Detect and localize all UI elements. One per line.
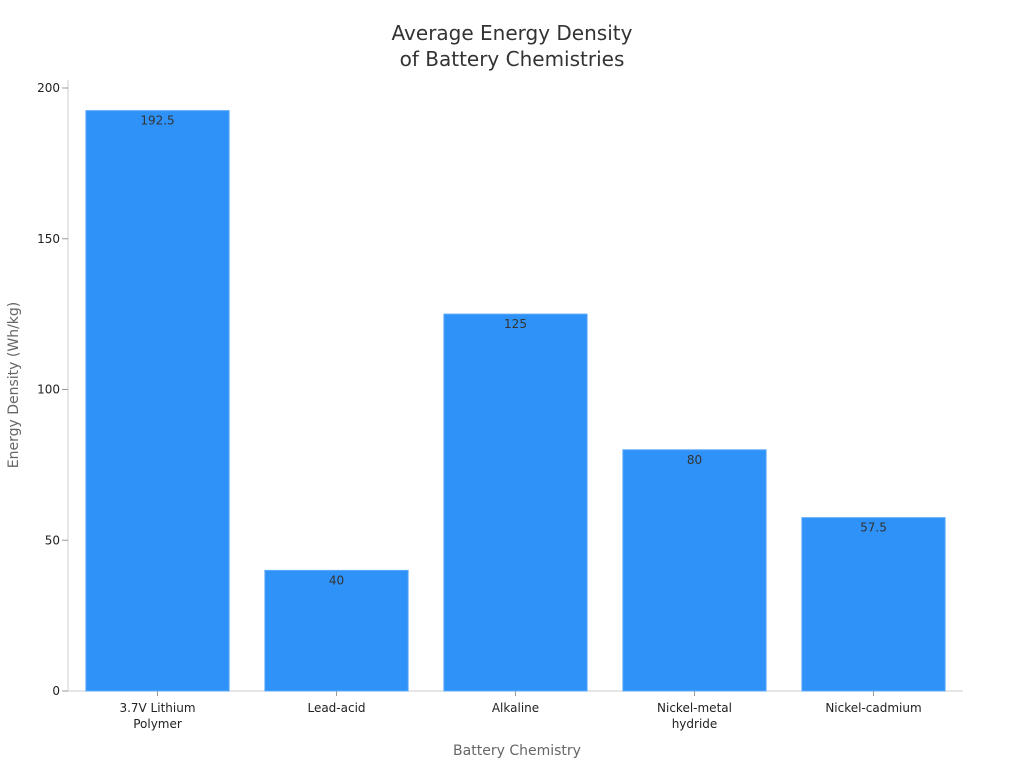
x-tick-label: Nickel-cadmium bbox=[825, 701, 921, 715]
x-tick-label-line: hydride bbox=[672, 717, 718, 731]
x-tick-label: Alkaline bbox=[492, 701, 539, 715]
y-axis-title: Energy Density (Wh/kg) bbox=[6, 302, 22, 469]
bar-value-label: 57.5 bbox=[860, 521, 887, 535]
x-tick-label-line: Lead-acid bbox=[307, 701, 365, 715]
bar bbox=[443, 313, 588, 692]
bar bbox=[622, 449, 767, 692]
x-tick-label: 3.7V Lithium Polymer bbox=[119, 701, 195, 731]
y-tick-label: 200 bbox=[37, 81, 60, 95]
x-tick-label-line: 3.7V Lithium bbox=[119, 701, 195, 715]
x-tick-label-line: Polymer bbox=[133, 717, 182, 731]
x-axis-title: Battery Chemistry bbox=[453, 743, 581, 759]
y-tick-label: 150 bbox=[37, 232, 60, 246]
plot-area: 0 50 100 150 200 192.5 3.7V Lithium Polymer 40 Le… bbox=[37, 80, 963, 731]
y-tick-label: 50 bbox=[45, 533, 60, 547]
chart-title: Average Energy Density of Battery Chemis… bbox=[392, 21, 633, 71]
bar bbox=[264, 569, 409, 692]
bar-value-label: 80 bbox=[687, 453, 702, 467]
x-tick-label-line: Alkaline bbox=[492, 701, 539, 715]
bar bbox=[801, 517, 946, 692]
bar-value-label: 40 bbox=[329, 573, 344, 587]
chart-title-line-1: Average Energy Density bbox=[392, 21, 633, 45]
x-tick-label: Nickel-metal hydride bbox=[657, 701, 732, 731]
bar-value-label: 192.5 bbox=[140, 114, 174, 128]
x-tick-label-line: Nickel-metal bbox=[657, 701, 732, 715]
x-tick-label: Lead-acid bbox=[307, 701, 365, 715]
bar bbox=[85, 110, 230, 692]
chart-title-line-2: of Battery Chemistries bbox=[400, 47, 625, 71]
y-tick-label: 100 bbox=[37, 383, 60, 397]
bar-value-label: 125 bbox=[504, 317, 527, 331]
x-tick-label-line: Nickel-cadmium bbox=[825, 701, 921, 715]
y-tick-label: 0 bbox=[52, 684, 60, 698]
